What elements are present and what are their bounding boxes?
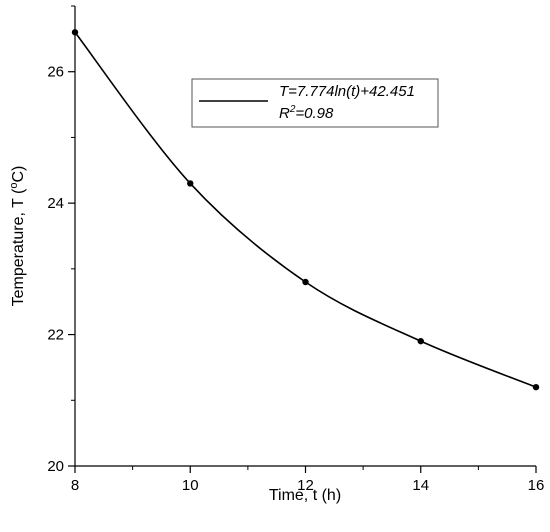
data-points: [71, 29, 540, 391]
x-tick-label: 12: [297, 477, 314, 494]
legend-r-squared: R2=0.98: [279, 104, 334, 122]
data-point: [71, 29, 79, 36]
data-point: [187, 180, 194, 187]
y-tick-label: 24: [47, 195, 64, 212]
data-point: [417, 337, 424, 345]
y-ticks: 20 22 24 26: [47, 5, 75, 475]
x-tick-label: 14: [412, 477, 429, 494]
y-tick-label: 20: [47, 458, 64, 475]
data-point: [302, 278, 309, 286]
x-axis-title: Time, t (h): [269, 487, 341, 504]
legend-equation: T=7.774ln(t)+42.451: [279, 83, 415, 100]
data-point: [532, 383, 540, 391]
x-tick-label: 16: [528, 477, 545, 494]
y-axis-title: Temperature, T (oC): [8, 166, 27, 307]
legend-box: [191, 78, 439, 128]
y-tick-label: 26: [47, 64, 64, 81]
plot-area: 8 10 12 14 16 20 22 24 26: [47, 5, 545, 494]
x-tick-label: 8: [71, 477, 79, 494]
y-tick-label: 22: [47, 327, 64, 344]
x-ticks: 8 10 12 14 16: [71, 466, 545, 494]
x-tick-label: 10: [182, 477, 199, 494]
fit-curve: [74, 31, 537, 388]
legend: T=7.774ln(t)+42.451 R2=0.98: [191, 78, 439, 128]
